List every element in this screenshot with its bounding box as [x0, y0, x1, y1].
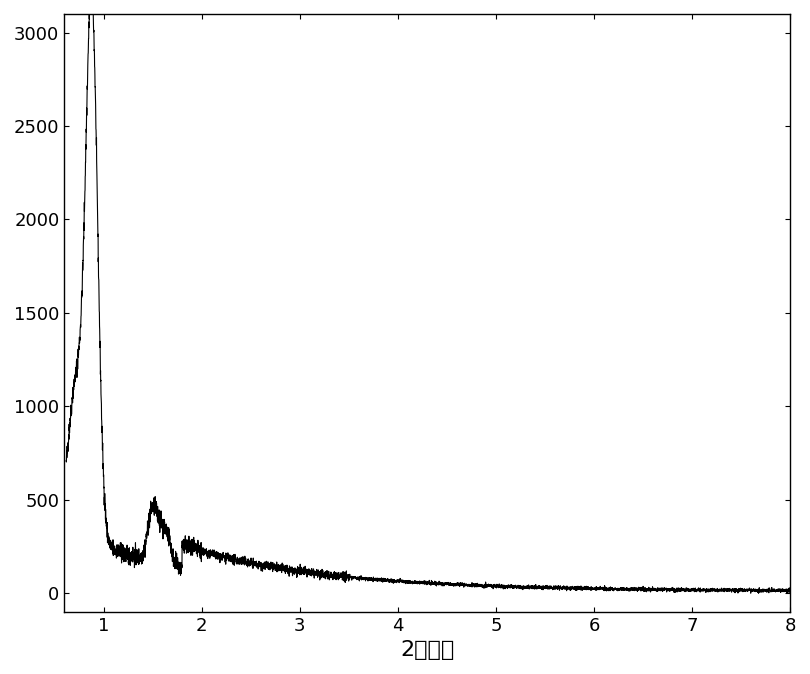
- X-axis label: 2衍射角: 2衍射角: [400, 640, 454, 660]
